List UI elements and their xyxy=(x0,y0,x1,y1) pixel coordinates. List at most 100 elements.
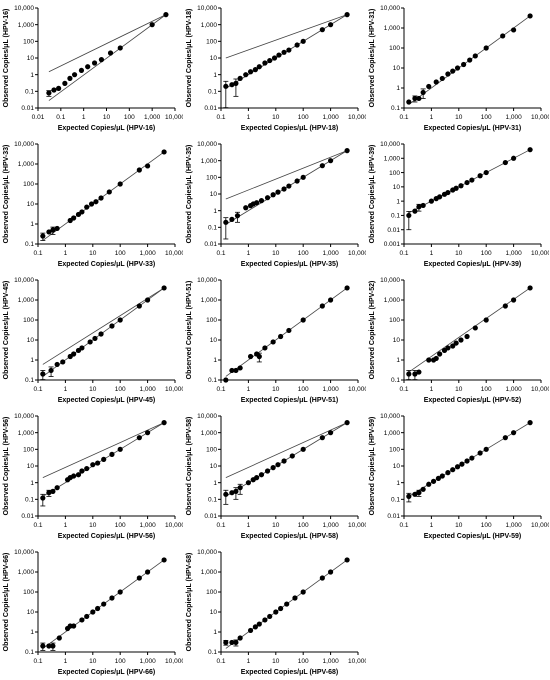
y-tick-label: 1 xyxy=(396,198,400,205)
x-tick-label: 0.1 xyxy=(216,522,225,529)
x-tick-label: 10,000 xyxy=(348,522,366,529)
x-tick-label: 1 xyxy=(64,522,68,529)
y-tick-label: 1 xyxy=(213,208,217,215)
data-point xyxy=(229,639,235,646)
data-point xyxy=(60,359,66,365)
y-tick-label: 10,000 xyxy=(380,277,400,284)
x-tick-label: 100 xyxy=(115,250,126,257)
y-tick-label: 10 xyxy=(210,463,218,470)
x-tick-label: 1,000 xyxy=(139,250,156,257)
data-point xyxy=(328,297,334,303)
data-point xyxy=(420,486,426,492)
x-tick-label: 1,000 xyxy=(505,522,522,529)
data-point xyxy=(477,173,483,179)
y-tick-label: 100 xyxy=(23,317,34,324)
chart-hpv-31: 0.1 1 10 100 1,000 10,000 0.1 1 10 100 1,000 10,000… xyxy=(369,5,549,132)
data-point xyxy=(453,185,459,191)
data-point xyxy=(117,45,123,51)
data-point xyxy=(281,186,287,192)
y-tick-label: 10,000 xyxy=(14,413,34,420)
data-point xyxy=(344,12,350,18)
data-point xyxy=(106,189,112,195)
data-point xyxy=(483,317,489,323)
chart-hpv-52: 0.1 1 10 100 1,000 10,000 0.1 1 10 100 1,000 10,000… xyxy=(369,277,549,404)
data-point xyxy=(437,351,443,357)
data-point xyxy=(71,623,77,629)
y-tick-label: 0.1 xyxy=(25,377,34,384)
y-axis-label: Observed Copies/μL (HPV-52) xyxy=(369,281,376,380)
data-point xyxy=(84,465,90,472)
data-point xyxy=(445,345,451,351)
x-tick-label: 10 xyxy=(89,658,97,665)
data-point xyxy=(264,195,271,201)
data-point xyxy=(292,595,298,601)
data-point xyxy=(278,333,284,340)
x-tick-label: 1 xyxy=(430,114,434,121)
y-tick-label: 0.1 xyxy=(208,649,217,656)
data-point xyxy=(416,490,422,496)
data-point xyxy=(469,177,475,183)
y-tick-label: 10 xyxy=(27,201,35,208)
x-tick-label: 10 xyxy=(272,658,280,665)
x-tick-label: 1,000 xyxy=(322,250,339,257)
x-tick-label: 10 xyxy=(455,386,463,393)
data-point xyxy=(278,605,284,612)
data-point xyxy=(254,475,260,481)
data-point xyxy=(161,149,167,155)
y-tick-label: 0.01 xyxy=(204,241,217,248)
x-tick-label: 100 xyxy=(298,522,309,529)
x-tick-label: 10 xyxy=(272,386,280,393)
data-point xyxy=(256,64,262,70)
y-tick-label: 0.1 xyxy=(208,497,217,504)
x-tick-label: 100 xyxy=(298,114,309,121)
y-tick-label: 10,000 xyxy=(380,5,400,12)
data-point xyxy=(454,65,461,71)
chart-hpv-59: 0.1 1 10 100 1,000 10,000 0.01 0.1 1 10 100 1,000 10… xyxy=(369,413,549,540)
data-point xyxy=(271,55,278,61)
x-tick-label: 0.1 xyxy=(33,386,42,393)
x-tick-label: 10,000 xyxy=(165,658,183,665)
data-point xyxy=(262,60,268,66)
data-point xyxy=(286,327,292,334)
y-tick-label: 100 xyxy=(206,589,217,596)
y-tick-label: 1 xyxy=(213,629,217,636)
data-point xyxy=(56,85,62,91)
data-point xyxy=(461,61,467,68)
data-point xyxy=(85,64,91,70)
data-point xyxy=(328,22,334,28)
data-point xyxy=(450,68,456,74)
x-tick-label: 1 xyxy=(247,522,251,529)
data-point xyxy=(412,208,418,214)
x-tick-label: 10,000 xyxy=(348,114,366,121)
data-point xyxy=(459,461,465,467)
data-point xyxy=(467,57,473,63)
y-tick-label: 1,000 xyxy=(201,22,218,29)
x-tick-label: 100 xyxy=(115,522,126,529)
y-tick-label: 1,000 xyxy=(201,158,218,165)
chart-hpv-56: 0.1 1 10 100 1,000 10,000 0.01 0.1 1 10 100 1,000 10… xyxy=(3,413,183,540)
data-point xyxy=(527,13,533,19)
data-point xyxy=(511,430,517,436)
y-tick-label: 1,000 xyxy=(201,430,218,437)
y-tick-label: 10,000 xyxy=(14,141,34,148)
y-tick-label: 0.1 xyxy=(208,377,217,384)
fit-line xyxy=(225,150,348,225)
data-point xyxy=(223,377,229,383)
data-point xyxy=(40,495,46,501)
y-tick-label: 1 xyxy=(396,480,400,487)
x-tick-label: 100 xyxy=(481,386,492,393)
y-tick-label: 100 xyxy=(206,447,217,454)
y-axis-label: Observed Copies/μL (HPV-18) xyxy=(186,9,193,108)
data-point xyxy=(50,643,56,649)
y-tick-label: 10 xyxy=(393,337,401,344)
x-tick-label: 1 xyxy=(64,658,68,665)
x-tick-label: 0.1 xyxy=(399,250,408,257)
data-point xyxy=(136,303,142,309)
y-tick-label: 1,000 xyxy=(18,161,35,168)
y-tick-label: 0.01 xyxy=(387,513,400,520)
y-tick-label: 1,000 xyxy=(18,569,35,576)
x-axis-label: Expected Copies/μL (HPV-58) xyxy=(241,533,339,540)
data-point xyxy=(84,613,90,620)
data-point xyxy=(319,27,325,33)
